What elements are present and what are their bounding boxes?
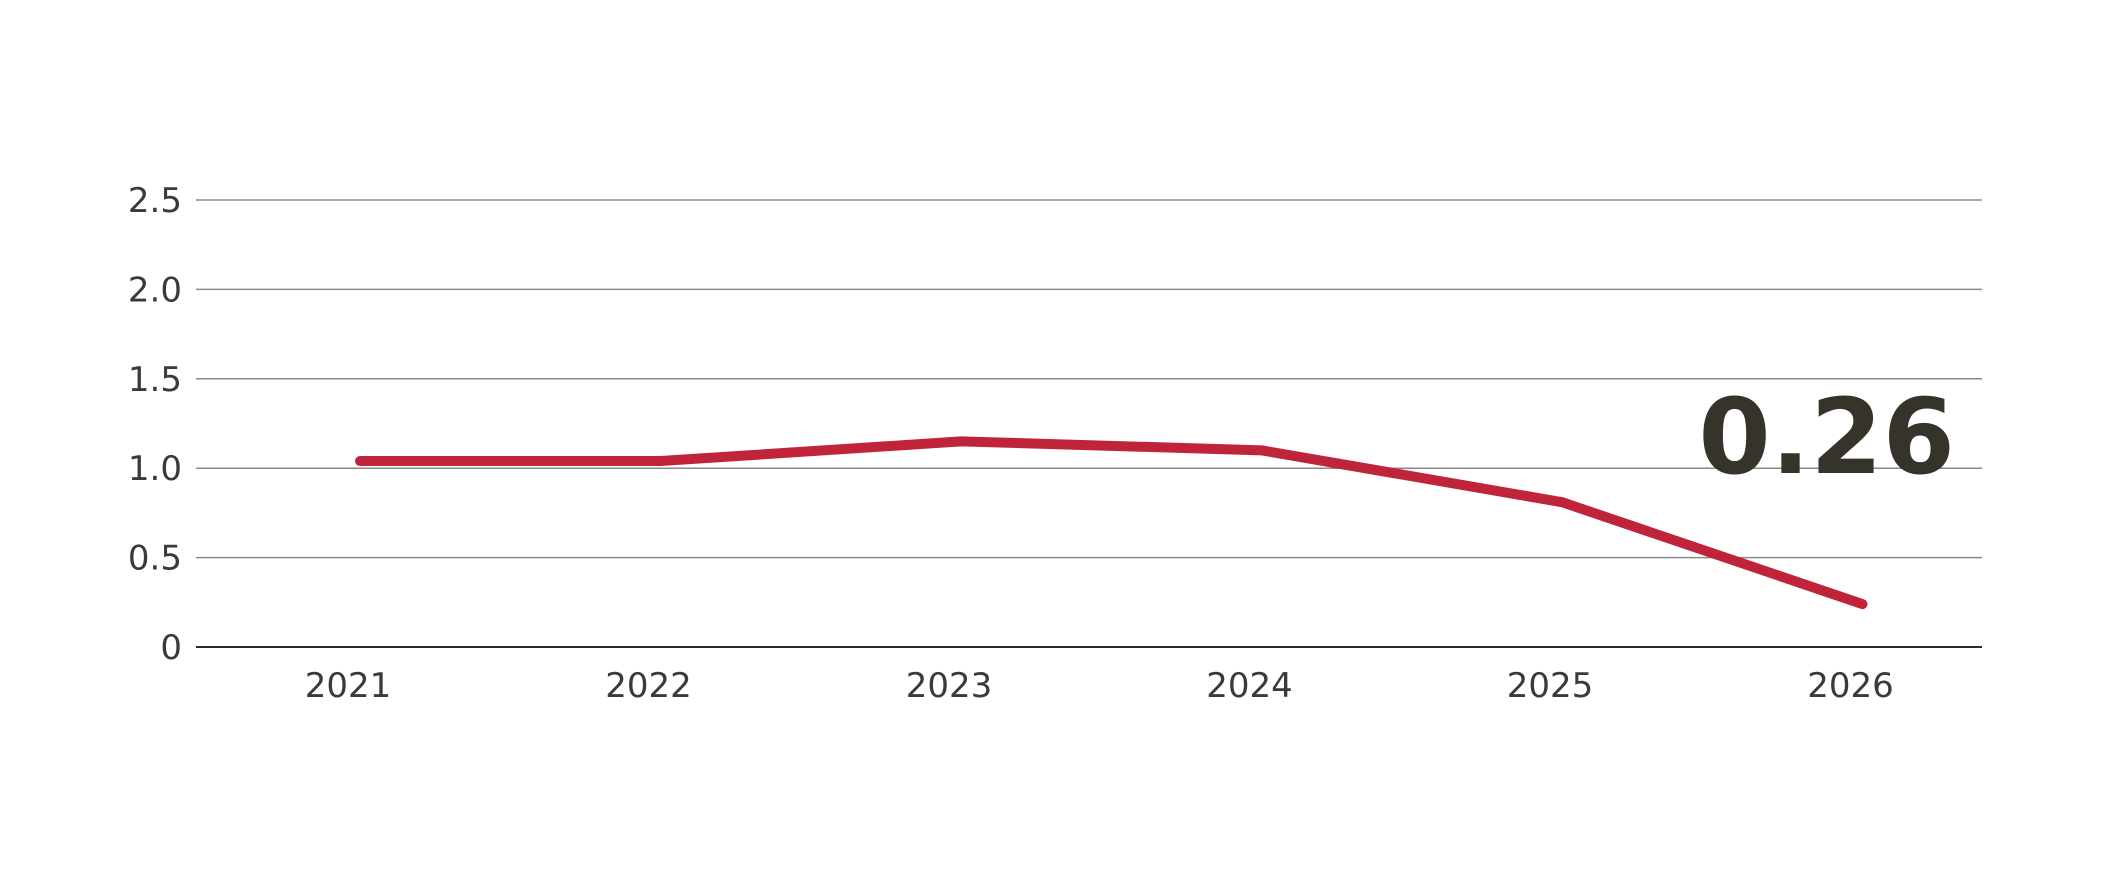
x-tick-label: 2025: [1507, 666, 1594, 706]
y-axis-ticks: 0 0.5 1.0 1.5 2.0 2.5: [128, 181, 182, 668]
y-tick-label: 0.5: [128, 539, 182, 579]
x-tick-label: 2024: [1206, 666, 1293, 706]
gridlines: [196, 199, 1982, 648]
x-tick-label: 2026: [1807, 666, 1894, 706]
y-tick-label: 2.5: [128, 181, 182, 221]
series-line: [355, 436, 1868, 610]
y-tick-label: 1.5: [128, 360, 182, 400]
y-tick-label: 2.0: [128, 270, 182, 310]
latest-value-callout: 0.26: [1698, 376, 1955, 498]
y-tick-label: 1.0: [128, 449, 182, 489]
x-tick-label: 2023: [906, 666, 993, 706]
y-tick-label: 0: [160, 628, 182, 668]
series-layer: [355, 436, 1868, 610]
x-tick-label: 2021: [305, 666, 392, 706]
x-tick-label: 2022: [605, 666, 692, 706]
x-axis-ticks: 2021 2022 2023 2024 2025 2026: [305, 666, 1894, 706]
